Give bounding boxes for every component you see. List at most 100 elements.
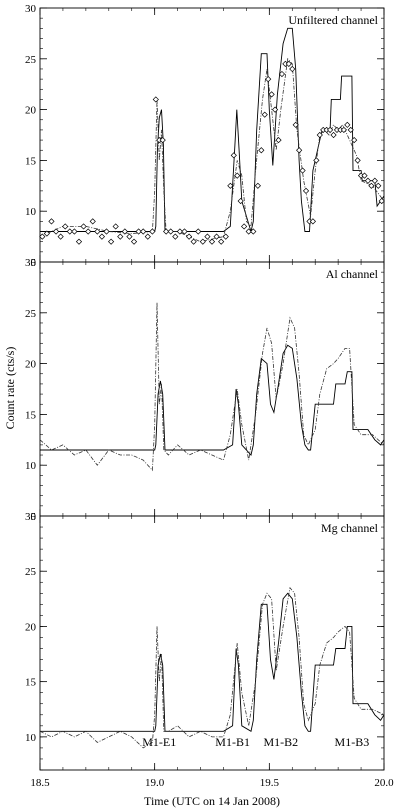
y-tick-label: 30 bbox=[25, 257, 37, 269]
data-point bbox=[250, 228, 257, 235]
data-point bbox=[213, 233, 220, 240]
data-point bbox=[254, 182, 261, 189]
data-point bbox=[52, 228, 60, 235]
data-point bbox=[227, 182, 234, 189]
data-point bbox=[222, 233, 229, 240]
data-point bbox=[265, 76, 272, 83]
y-tick-label: 10 bbox=[25, 732, 37, 744]
y-tick-label: 5 bbox=[31, 511, 37, 523]
data-point bbox=[181, 228, 188, 235]
y-tick-label: 30 bbox=[25, 511, 37, 523]
data-point bbox=[330, 131, 337, 139]
observed-line bbox=[39, 57, 385, 243]
data-point bbox=[94, 228, 101, 235]
flare-label: M1-B1 bbox=[215, 735, 250, 749]
y-axis-label: Count rate (cts/s) bbox=[3, 347, 17, 430]
model-line bbox=[40, 592, 385, 733]
data-point bbox=[167, 228, 174, 235]
data-point bbox=[292, 121, 299, 128]
panel-frame bbox=[39, 515, 385, 771]
flare-label: M1-E1 bbox=[142, 735, 176, 749]
data-point bbox=[140, 228, 147, 235]
data-point bbox=[316, 131, 323, 139]
y-tick-label: 20 bbox=[25, 105, 37, 117]
y-tick-label: 15 bbox=[25, 155, 37, 167]
data-point bbox=[285, 60, 292, 67]
data-point bbox=[107, 238, 115, 245]
data-point bbox=[371, 177, 378, 184]
data-point bbox=[237, 197, 244, 205]
data-point bbox=[309, 218, 317, 225]
data-point bbox=[278, 70, 286, 78]
y-tick-label: 20 bbox=[25, 359, 37, 371]
x-tick-label: 18.5 bbox=[30, 777, 50, 789]
y-tick-label: 25 bbox=[25, 566, 37, 578]
y-tick-label: 15 bbox=[25, 677, 37, 689]
y-tick-label: 5 bbox=[31, 257, 37, 269]
data-point bbox=[185, 233, 193, 240]
data-point bbox=[48, 218, 55, 225]
panel-title: Unfiltered channel bbox=[288, 13, 378, 27]
data-point bbox=[43, 230, 50, 237]
data-point bbox=[103, 228, 110, 235]
data-point bbox=[112, 223, 119, 230]
panel-title: Al channel bbox=[326, 267, 379, 281]
data-point bbox=[204, 233, 211, 240]
data-point bbox=[85, 228, 92, 235]
data-point bbox=[176, 228, 183, 235]
data-point bbox=[190, 238, 197, 245]
data-point bbox=[271, 106, 279, 113]
data-point bbox=[354, 157, 361, 164]
data-point bbox=[126, 233, 133, 240]
data-point bbox=[234, 172, 241, 179]
data-point bbox=[245, 228, 252, 235]
flare-label: M1-B2 bbox=[263, 735, 298, 749]
data-point bbox=[218, 238, 225, 245]
data-point bbox=[364, 177, 372, 184]
data-point bbox=[71, 228, 78, 235]
data-point bbox=[121, 228, 128, 235]
data-point bbox=[241, 223, 248, 230]
data-point bbox=[268, 91, 275, 98]
data-point bbox=[327, 126, 334, 134]
data-point bbox=[39, 233, 46, 240]
data-point bbox=[289, 65, 296, 73]
data-point bbox=[375, 182, 382, 189]
data-point bbox=[261, 111, 268, 118]
data-point bbox=[144, 233, 151, 240]
data-point bbox=[361, 172, 368, 179]
data-point bbox=[340, 126, 347, 134]
data-point bbox=[75, 238, 83, 245]
data-point bbox=[159, 136, 166, 144]
y-tick-label: 20 bbox=[25, 621, 37, 633]
data-point bbox=[299, 167, 306, 174]
data-point bbox=[344, 121, 351, 128]
data-point bbox=[66, 228, 73, 235]
data-point bbox=[368, 182, 375, 189]
data-point bbox=[199, 238, 206, 245]
observed-line bbox=[39, 586, 385, 749]
y-tick-label: 25 bbox=[25, 308, 37, 320]
x-axis-label: Time (UTC on 14 Jan 2008) bbox=[144, 794, 280, 808]
data-point bbox=[80, 223, 87, 230]
data-point bbox=[258, 147, 265, 154]
x-tick-label: 20.0 bbox=[374, 777, 394, 789]
data-point bbox=[378, 197, 385, 205]
flare-label: M1-B3 bbox=[335, 735, 370, 749]
data-point bbox=[302, 187, 310, 194]
panel-frame bbox=[39, 261, 385, 517]
y-tick-label: 15 bbox=[25, 409, 37, 421]
data-point bbox=[347, 126, 354, 134]
data-point bbox=[62, 223, 69, 230]
observed-line bbox=[39, 302, 385, 472]
data-point bbox=[275, 136, 282, 144]
data-point bbox=[149, 228, 156, 235]
data-point bbox=[57, 233, 64, 240]
x-tick-label: 19.0 bbox=[145, 777, 165, 789]
data-point bbox=[135, 228, 142, 235]
data-point bbox=[152, 96, 159, 103]
data-point bbox=[117, 233, 124, 240]
data-point bbox=[172, 233, 179, 240]
y-tick-label: 30 bbox=[25, 3, 37, 15]
